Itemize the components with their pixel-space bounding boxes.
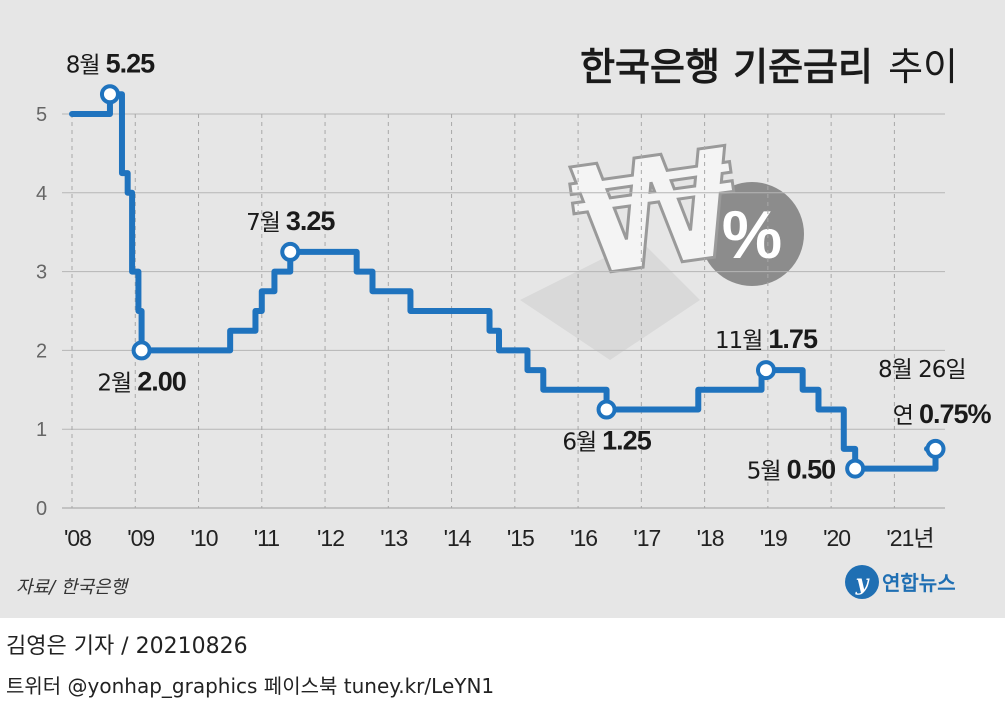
x-tick-label: '13 [380,525,407,551]
annotation-value: 0.75% [919,399,992,429]
x-tick-label: '11 [254,525,279,551]
annotation-label: 8월 5.25 [66,48,155,78]
annotation-markers [99,84,946,479]
annotation-month: 6월 [562,430,596,456]
annotation-value: 2.00 [137,366,186,396]
annotation-label: 11월 1.75 [715,324,818,354]
annotation-value: 0.50 [787,455,836,485]
svg-text:%: % [722,197,782,273]
annotation-value: 3.25 [286,206,336,236]
annotation-prefix: 연 [893,403,913,429]
x-gridlines [71,114,895,508]
annotation-month: 8월 [66,52,100,78]
annotation-marker [99,84,120,105]
rate-line [69,91,939,472]
y-tick-label: 3 [36,262,47,284]
x-tick-label: '09 [127,525,154,551]
annotation-month: 5월 [747,459,781,485]
svg-text:y: y [855,570,871,596]
annotation-label: 연 0.75% [893,399,992,429]
annotation-value: 1.25 [602,426,652,456]
annotation-value: 5.25 [106,48,156,78]
annotation-label: 7월 3.25 [246,206,335,236]
won-percent-icon: % ₩ [520,115,804,360]
chart-title-bold: 한국은행 기준금리 [580,45,873,89]
annotation-marker [845,458,866,479]
annotation-month: 7월 [246,210,280,236]
annotation-label: 6월 1.25 [562,426,651,456]
annotation-month: 11월 [715,328,762,354]
annotation-marker [280,241,301,262]
social-links: 트위터 @yonhap_graphics 페이스북 tuney.kr/LeYN1 [6,674,495,698]
x-tick-label: '12 [317,525,344,551]
source-label: 자료/ 한국은행 [16,577,130,598]
x-tick-label: '20 [823,525,850,551]
annotation-labels: 8월 5.25 2월 2.00 7월 3.25 6월 1.25 11월 1.75 5월 0.50 8월 … [66,48,993,485]
annotation-marker [925,438,946,459]
annotation-value: 1.75 [768,324,818,354]
y-tick-label: 1 [36,419,47,441]
annotation-marker [131,340,152,361]
x-tick-label: '15 [507,525,534,551]
x-tick-label: '19 [760,525,787,551]
byline: 김영은 기자 / 20210826 [6,634,248,659]
yonhap-logo: y 연합뉴스 [845,565,956,599]
y-tick-label: 4 [36,183,47,205]
annotation-month: 2월 [97,370,131,396]
logo-text: 연합뉴스 [882,571,956,595]
svg-text:₩: ₩ [562,116,750,311]
x-tick-label: '14 [444,525,472,551]
x-axis-ticks: '08 '09 '10 '11 '12 '13 '14 '15 '16 '17 '18 '19 '20 '… [64,525,935,551]
y-tick-label: 5 [36,104,47,126]
x-tick-label: '21년 [886,525,933,551]
annotation-marker [755,360,776,381]
x-tick-label: '16 [570,525,597,551]
x-tick-label: '08 [64,525,91,551]
annotation-label: 2월 2.00 [97,366,185,396]
annotation-label: 5월 0.50 [747,455,835,485]
annotation-marker [596,399,617,420]
annotation-date: 8월 26일 [878,357,966,383]
y-tick-label: 0 [36,498,47,520]
chart-title-normal: 추이 [888,45,958,89]
footer: 김영은 기자 / 20210826 트위터 @yonhap_graphics 페… [0,618,1005,711]
chart-title: 한국은행 기준금리 추이 [580,45,958,89]
x-tick-label: '18 [697,525,724,551]
x-tick-label: '17 [633,525,660,551]
x-tick-label: '10 [191,525,218,551]
gridlines [62,113,945,509]
y-axis-ticks: 0 1 2 3 4 5 [36,104,47,520]
y-tick-label: 2 [36,340,47,362]
